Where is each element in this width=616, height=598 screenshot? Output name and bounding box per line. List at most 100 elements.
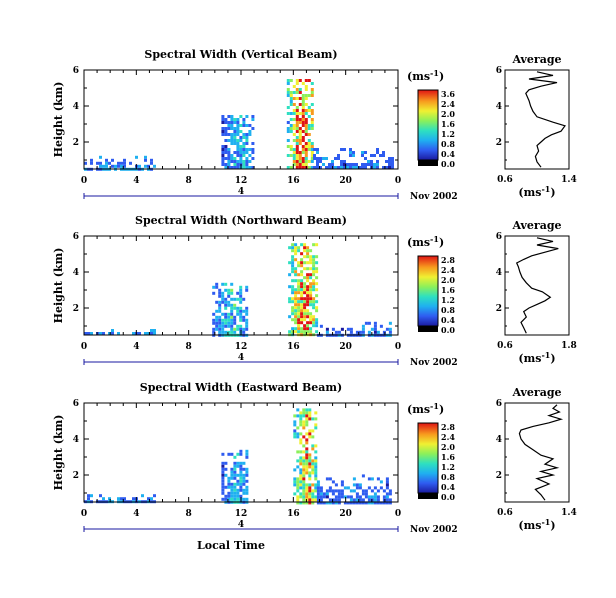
data-region-2 [221,449,249,504]
heatmap-cell [221,148,225,151]
heatmap-cell [293,492,297,496]
heatmap-cell [298,151,302,154]
heatmap-cell [233,491,237,495]
heatmap-cell [218,291,222,295]
heatmap-cell [224,121,228,124]
heatmap-cell [233,127,237,130]
heatmap-cell [233,497,237,501]
heatmap-cell [309,291,313,295]
heatmap-cell [245,327,249,331]
data-region-1 [84,329,156,335]
heatmap-cell [300,279,304,283]
heatmap-cell [316,480,320,484]
heatmap-cell [349,498,353,502]
heatmap-cell [230,473,234,477]
heatmap-cell [224,303,228,307]
heatmap-cell [296,450,300,454]
heatmap-cell [298,118,302,121]
heatmap-cell [236,473,240,477]
heatmap-cell [340,160,343,163]
heatmap-cell [385,480,389,484]
heatmap-cell [308,492,312,496]
profile-x-label-base: (ms [518,186,541,199]
heatmap-cell [245,491,249,495]
heatmap-cell [233,166,237,169]
heatmap-cell [316,160,319,163]
profile-x-tick-label: 0.6 [497,175,513,185]
heatmap-cell [298,97,302,100]
heatmap-cell [337,330,341,334]
x-tick-label: 20 [339,176,352,186]
heatmap-cell [291,255,295,259]
heatmap-cell [300,282,304,286]
heatmap-cell [294,252,298,256]
heatmap-cell [300,297,304,301]
heatmap-cell [245,449,249,453]
heatmap-cell [302,411,306,415]
heatmap-cell [304,79,308,82]
heatmap-cell [319,166,322,169]
heatmap-cell [239,124,243,127]
heatmap-cell [301,115,305,118]
heatmap-cell [150,158,153,162]
heatmap-cell [361,501,365,505]
heatmap-cell [349,151,352,154]
heatmap-cell [245,467,249,471]
heatmap-cell [239,300,243,304]
heatmap-cell [242,327,246,331]
heatmap-cell [294,288,298,292]
heatmap-cell [224,166,228,169]
heatmap-cell [373,327,377,331]
heatmap-cell [382,330,386,334]
heatmap-cell [385,486,389,490]
heatmap-cell [352,154,355,157]
heatmap-cell [314,486,318,490]
heatmap-cell [304,160,308,163]
heatmap-cell [331,492,335,496]
heatmap-cell [379,480,383,484]
profile-title: Average [511,219,561,232]
heatmap-cell [352,166,355,169]
heatmap-cell [311,501,315,505]
heatmap-cell [295,97,299,100]
heatmap-cell [296,480,300,484]
heatmap-cell [311,459,315,463]
heatmap-cell [291,318,295,322]
heatmap-cell [304,163,308,166]
heatmap-cell [304,94,308,97]
profile-frame [504,402,570,503]
heatmap-cell [301,145,305,148]
heatmap-cell [305,495,309,499]
heatmap-cell [301,103,305,106]
heatmap-cell [299,411,303,415]
heatmap-cell [299,477,303,481]
heatmap-cell [302,471,306,475]
heatmap-cell [242,315,246,319]
heatmap-cells [84,243,392,337]
heatmap-cell [322,495,326,499]
heatmap-cell [286,139,290,142]
heatmap-cell [307,124,311,127]
heatmap-cell [361,327,365,331]
colorbar-tick-label: 1.6 [441,452,455,462]
heatmap-cell [230,467,234,471]
heatmap-cell [245,309,249,313]
heatmap-cell [239,482,243,486]
heatmap-cell [123,497,126,501]
heatmap-cell [370,327,374,331]
heatmap-cell [305,483,309,487]
heatmap-cell [117,497,120,501]
heatmap-cell [236,297,240,301]
x-tick-label: 0 [395,176,401,186]
heatmap-cell [102,164,105,168]
x-tick-label: 8 [186,176,192,186]
heatmap-cell [334,166,337,169]
heatmap-cell [343,501,347,505]
data-region-4 [316,474,392,505]
colorbar-unit-base: (ms [407,236,430,249]
heatmap-cell [343,166,346,169]
heatmap-cell [292,118,296,121]
x-tick-label: 8 [186,509,192,519]
heatmap-cell [322,157,325,160]
heatmap-cell [239,297,243,301]
